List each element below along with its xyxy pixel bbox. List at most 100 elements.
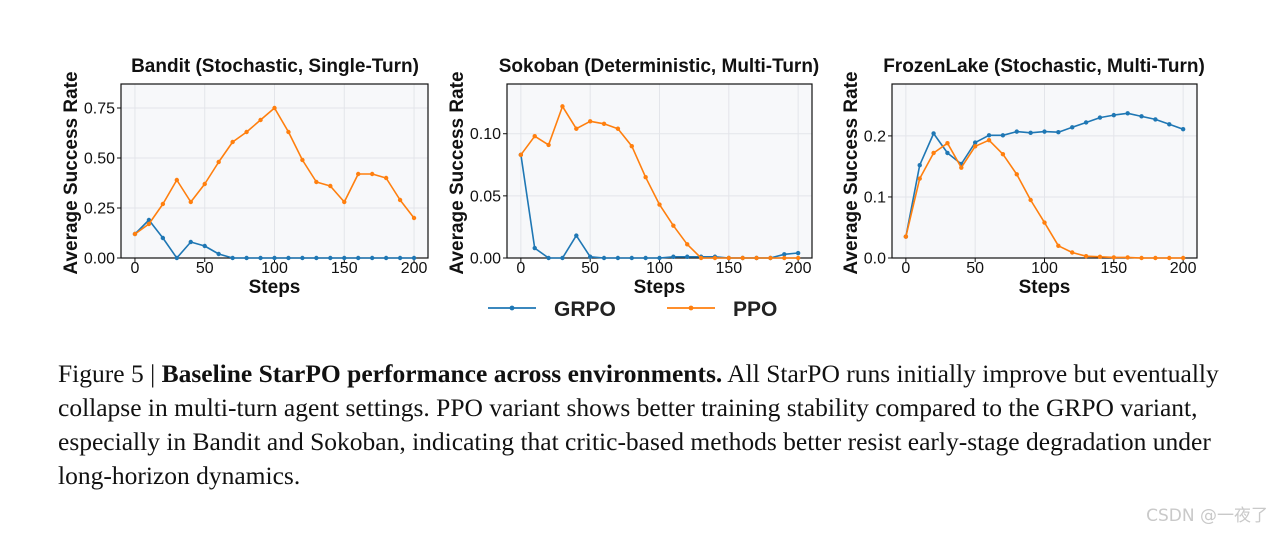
grpo-point (1153, 117, 1158, 122)
grpo-point (671, 254, 676, 259)
ppo-point (383, 175, 389, 181)
grpo-point (383, 255, 389, 261)
grpo-point (314, 255, 319, 261)
ppo-point (411, 215, 417, 221)
ppo-point (216, 159, 221, 165)
ppo-point (397, 197, 403, 203)
ppo-point (560, 104, 565, 109)
grpo-point (230, 255, 235, 261)
x-tick-label: 50 (196, 260, 214, 277)
grpo-point (342, 255, 347, 261)
ppo-point (917, 176, 922, 181)
caption-prefix: Figure 5 | (58, 359, 162, 388)
y-tick-label: 0.05 (470, 188, 501, 205)
ppo-point (671, 223, 676, 228)
grpo-point (160, 235, 166, 241)
ppo-point (188, 199, 193, 205)
ppo-point (740, 255, 745, 261)
ppo-point (174, 177, 180, 183)
grpo-point (300, 255, 305, 261)
x-axis-label: Steps (1019, 277, 1071, 298)
ppo-point (518, 152, 524, 158)
grpo-point (795, 250, 801, 256)
grpo-point (411, 255, 417, 261)
ppo-point (1000, 152, 1006, 157)
x-tick-label: 150 (715, 260, 742, 277)
ppo-point (795, 255, 801, 261)
x-axis-label: Steps (634, 277, 686, 298)
ppo-point (643, 175, 648, 180)
ppo-point (132, 231, 138, 237)
ppo-point (146, 221, 152, 227)
sokoban-chart-title: Sokoban (Deterministic, Multi-Turn) (499, 56, 820, 77)
grpo-point (657, 255, 662, 261)
ppo-point (1139, 255, 1144, 261)
grpo-point (1070, 125, 1075, 130)
y-tick-label: 0.0 (864, 251, 886, 268)
x-tick-label: 50 (966, 260, 984, 277)
x-tick-label: 200 (1170, 260, 1197, 277)
ppo-point (1083, 253, 1089, 259)
grpo-point (258, 255, 263, 261)
frozenlake-chart: 0 50 100 150 200 0.0 0.1 0.2 FrozenLake (Stochas… (841, 56, 1205, 298)
ppo-point (1111, 255, 1117, 260)
ppo-point (160, 201, 166, 207)
ppo-point (959, 165, 964, 170)
ppo-point (945, 141, 950, 146)
ppo-point (356, 171, 361, 177)
grpo-point (369, 255, 375, 261)
grpo-point (1180, 126, 1186, 132)
ppo-point (546, 142, 551, 148)
y-tick-label: 0.1 (864, 189, 886, 206)
grpo-legend-label: GRPO (554, 298, 616, 321)
x-tick-label: 150 (1100, 260, 1127, 277)
grpo-point (546, 255, 551, 261)
ppo-point (286, 129, 291, 135)
grpo-point (643, 255, 648, 261)
grpo-point (328, 255, 333, 261)
grpo-legend-marker (509, 305, 515, 311)
ppo-point (629, 143, 634, 149)
ppo-point (1180, 255, 1186, 261)
y-axis-label: Average Success Rate (447, 71, 468, 274)
caption-body: All StarPO runs initially improve but ev… (58, 359, 1219, 490)
grpo-point (629, 255, 634, 261)
x-tick-label: 100 (646, 260, 673, 277)
ppo-point (1014, 172, 1019, 177)
x-tick-label: 200 (401, 260, 428, 277)
grpo-point (917, 163, 922, 168)
ppo-point (244, 129, 249, 135)
ppo-point (328, 183, 333, 189)
grpo-point (1139, 114, 1144, 119)
grpo-point (945, 150, 950, 156)
figure-caption: Figure 5 | Baseline StarPO performance a… (58, 357, 1233, 493)
grpo-point (244, 255, 249, 261)
ppo-point (574, 126, 579, 131)
grpo-point (587, 254, 593, 259)
y-tick-label: 0.75 (84, 101, 115, 118)
ppo-point (230, 139, 235, 145)
x-tick-label: 100 (261, 260, 288, 277)
ppo-point (532, 134, 537, 139)
x-tick-label: 0 (131, 260, 140, 277)
grpo-point (601, 255, 607, 261)
grpo-point (560, 255, 565, 261)
y-tick-label: 0.25 (84, 201, 115, 218)
grpo-point (972, 140, 978, 145)
y-tick-label: 0.10 (470, 126, 501, 143)
grpo-point (574, 233, 579, 238)
y-tick-label: 0.2 (864, 128, 886, 145)
ppo-point (768, 255, 773, 261)
grpo-point (1056, 130, 1061, 135)
ppo-point (587, 119, 593, 124)
x-tick-label: 0 (516, 260, 525, 277)
ppo-point (1125, 255, 1130, 260)
y-axis-label: Average Success Rate (61, 71, 82, 274)
grpo-point (1042, 129, 1047, 134)
grpo-point (202, 243, 207, 249)
grpo-point (782, 252, 787, 257)
ppo-point (782, 255, 787, 261)
grpo-point (1014, 129, 1019, 134)
grpo-point (1028, 130, 1033, 136)
